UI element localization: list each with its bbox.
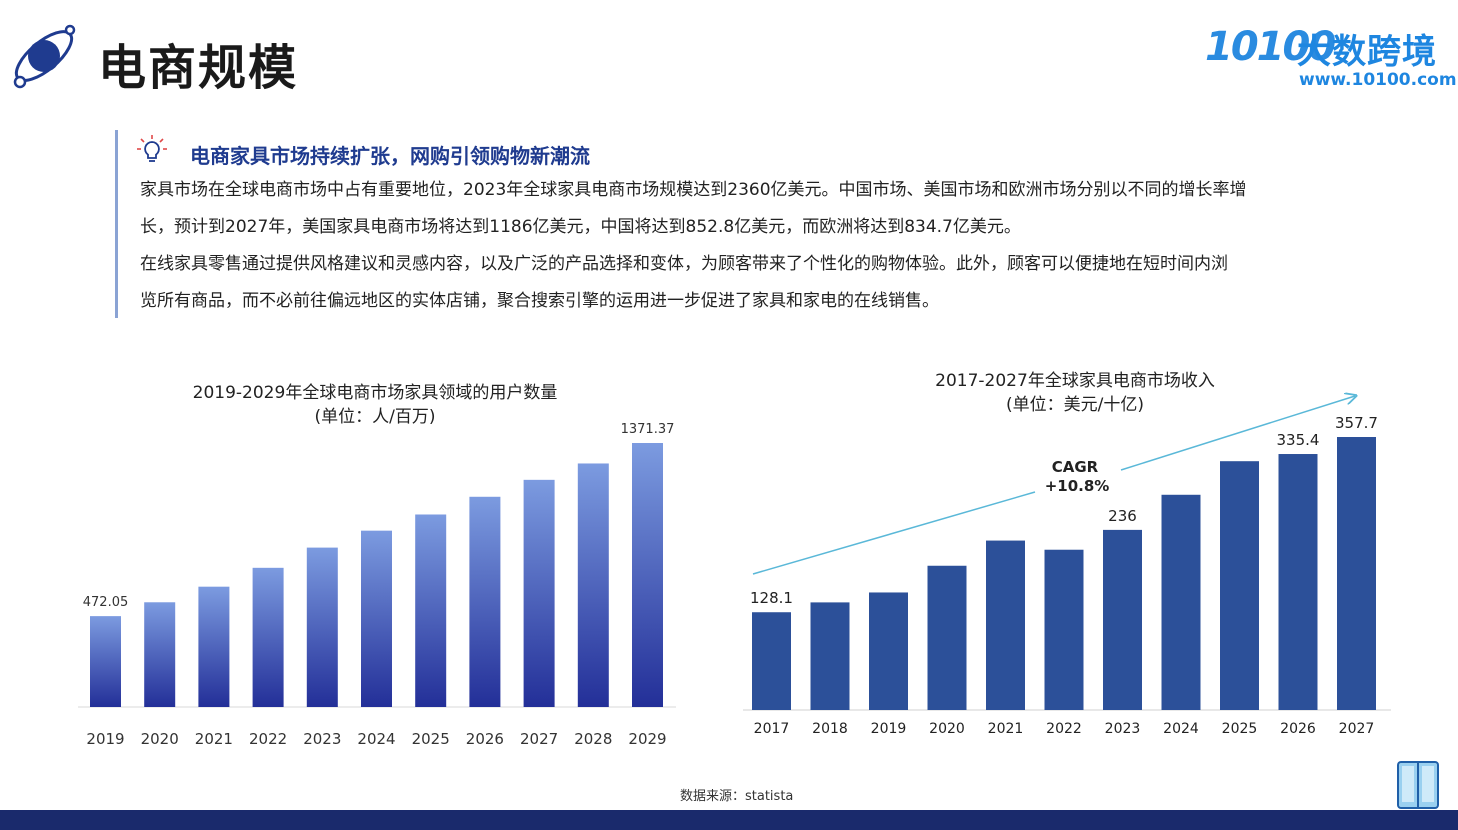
- chart1-tick-label: 2019: [86, 730, 124, 748]
- cagr-label: CAGR: [1052, 458, 1099, 476]
- chart2-tick-label: 2019: [871, 721, 907, 737]
- chart1-bar: [252, 567, 284, 707]
- cagr-arrow-head: [1120, 396, 1355, 471]
- chart1-data-label: 472.05: [83, 595, 129, 610]
- chart1-title: 2019-2029年全球电商市场家具领域的用户数量 (单位：人/百万): [120, 381, 630, 429]
- chart2-bar: [869, 592, 908, 710]
- chart2-bar: [1044, 549, 1084, 710]
- chart1-tick-label: 2021: [195, 730, 233, 748]
- chart1-bar: [90, 616, 121, 707]
- chart1-tick-label: 2026: [466, 730, 504, 748]
- chart2-tick-label: 2026: [1280, 721, 1316, 737]
- chart2-bar: [810, 602, 850, 710]
- chart1-bar: [144, 602, 176, 707]
- chart-revenue: 2017 128.1 2018 2019 2020 2021 2022 2023 236 2024…: [743, 390, 1391, 737]
- intro-line-2: 长，预计到2027年，美国家具电商市场将达到1186亿美元，中国将达到852.8…: [140, 217, 1021, 237]
- chart1-tick-label: 2027: [520, 730, 558, 748]
- chart2-tick-label: 2027: [1339, 721, 1375, 737]
- chart2-data-label: 357.7: [1335, 414, 1378, 432]
- chart1-tick-label: 2024: [357, 730, 395, 748]
- refrigerator-icon: [1397, 761, 1439, 812]
- header: 电商规模 10100 大数跨境 www.10100.com: [0, 0, 1458, 110]
- chart1-bar: [415, 514, 447, 707]
- brand-url: www.10100.com: [1299, 70, 1457, 90]
- chart1-bar: [523, 479, 555, 707]
- cagr-value: +10.8%: [1045, 477, 1110, 495]
- chart2-title-text: 2017-2027年全球家具电商市场收入: [935, 371, 1215, 391]
- chart1-tick-label: 2022: [249, 730, 287, 748]
- brand-logo: 10100 大数跨境 www.10100.com: [1205, 22, 1457, 102]
- planet-icon: [13, 24, 76, 89]
- chart2-tick-label: 2023: [1105, 721, 1141, 737]
- chart2-bar: [1337, 437, 1376, 710]
- chart1-tick-label: 2029: [628, 730, 666, 748]
- chart1-bar: [306, 547, 338, 707]
- page-title: 电商规模: [98, 40, 299, 96]
- intro-line-3: 在线家具零售通过提供风格建议和灵感内容，以及广泛的产品选择和变体，为顾客带来了个…: [140, 254, 1228, 274]
- chart2-subtitle: (单位：美元/十亿): [1006, 395, 1144, 415]
- chart1-bar: [577, 463, 609, 707]
- chart2-bar: [1103, 529, 1142, 710]
- chart2-data-label: 335.4: [1277, 431, 1320, 449]
- cagr-arrow-line: [752, 491, 1036, 575]
- chart2-data-label: 236: [1108, 507, 1137, 525]
- chart1-subtitle: (单位：人/百万): [314, 407, 436, 427]
- lightbulb-icon: [137, 135, 167, 162]
- chart2-tick-label: 2018: [812, 721, 848, 737]
- chart1-title-text: 2019-2029年全球电商市场家具领域的用户数量: [192, 383, 558, 403]
- brand-number: 10100: [1205, 24, 1336, 70]
- chart1-tick-label: 2025: [412, 730, 450, 748]
- chart2-tick-label: 2020: [929, 721, 965, 737]
- chart1-data-label: 1371.37: [621, 422, 675, 437]
- intro-line-1: 家具市场在全球电商市场中占有重要地位，2023年全球家具电商市场规模达到2360…: [140, 180, 1247, 200]
- brand-name: 大数跨境: [1297, 32, 1437, 72]
- data-source: 数据来源：statista: [680, 789, 794, 804]
- chart2-tick-label: 2025: [1222, 721, 1258, 737]
- intro-block: 电商家具市场持续扩张，网购引领购物新潮流 家具市场在全球电商市场中占有重要地位，…: [115, 130, 1368, 318]
- chart1-bar: [632, 443, 663, 707]
- chart1-bar: [361, 530, 392, 707]
- intro-headline: 电商家具市场持续扩张，网购引领购物新潮流: [190, 144, 590, 168]
- chart1-tick-label: 2028: [574, 730, 612, 748]
- chart2-tick-label: 2022: [1046, 721, 1082, 737]
- chart2-bar: [1278, 454, 1318, 710]
- chart2-bar: [927, 565, 967, 710]
- chart2-tick-label: 2017: [754, 721, 790, 737]
- chart2-bar: [1220, 461, 1259, 710]
- footer-bar: [0, 810, 1458, 830]
- chart2-bar: [752, 612, 791, 710]
- chart1-tick-label: 2023: [303, 730, 341, 748]
- chart1-bar: [198, 586, 230, 707]
- chart1-bar: [469, 496, 501, 707]
- chart2-bar: [1161, 494, 1201, 710]
- chart2-bar: [986, 540, 1025, 710]
- chart2-tick-label: 2024: [1163, 721, 1199, 737]
- chart2-data-label: 128.1: [750, 589, 793, 607]
- chart-users: 2019 472.05 2020 2021 2022 2023 2024 2025 2026 20…: [78, 422, 676, 748]
- chart2-tick-label: 2021: [988, 721, 1024, 737]
- intro-line-4: 览所有商品，而不必前往偏远地区的实体店铺，聚合搜索引擎的运用进一步促进了家具和家…: [140, 291, 939, 311]
- chart1-tick-label: 2020: [141, 730, 179, 748]
- chart2-title: 2017-2027年全球家具电商市场收入 (单位：美元/十亿): [870, 369, 1280, 417]
